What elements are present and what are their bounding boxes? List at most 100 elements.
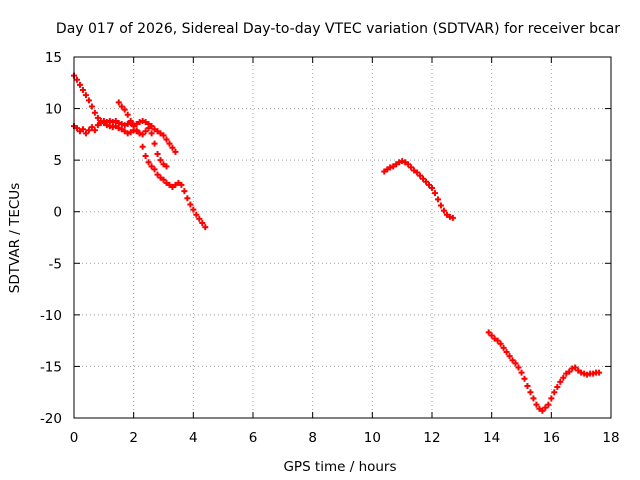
data-point-arc-1 (82, 92, 89, 99)
x-tick-label: 16 (543, 430, 560, 446)
data-point-arc-3 (121, 106, 128, 113)
data-point-arc-3 (154, 150, 161, 157)
data-point-arc-1 (178, 181, 185, 188)
data-point-arc-4 (426, 181, 433, 188)
data-point-arc-1 (193, 211, 200, 218)
data-point-arc-1 (142, 153, 149, 160)
data-point-arc-4 (423, 178, 430, 185)
data-point-arc-5 (545, 401, 552, 408)
data-point-arc-1 (94, 114, 101, 121)
y-tick-label: 10 (45, 102, 62, 118)
data-point-arc-5 (500, 344, 507, 351)
data-point-arc-5 (521, 375, 528, 382)
data-point-arc-2 (91, 127, 98, 134)
x-tick-label: 0 (70, 430, 79, 446)
data-point-arc-5 (560, 374, 567, 381)
data-point-arc-2 (73, 125, 80, 132)
data-point-arc-1 (190, 206, 197, 213)
data-point-arc-3 (130, 123, 137, 130)
y-tick-label: 0 (53, 205, 62, 221)
data-point-arc-5 (572, 364, 579, 371)
data-point-arc-5 (542, 404, 549, 411)
data-point-arc-3 (133, 127, 140, 134)
x-axis-label: GPS time / hours (283, 459, 396, 475)
data-point-arc-2 (166, 140, 173, 147)
x-tick-label: 6 (249, 430, 258, 446)
data-point-arc-1 (73, 76, 80, 83)
data-point-arc-2 (79, 126, 86, 133)
data-point-arc-1 (151, 166, 158, 173)
data-point-arc-5 (533, 401, 540, 408)
data-point-arc-3 (157, 157, 164, 164)
data-point-arc-4 (437, 202, 444, 209)
data-point-arc-4 (408, 164, 415, 171)
data-point-arc-5 (503, 348, 510, 355)
x-tick-label: 14 (483, 430, 500, 446)
data-point-arc-4 (405, 161, 412, 168)
data-point-arc-5 (530, 395, 537, 402)
data-point-arc-4 (417, 172, 424, 179)
x-tick-label: 12 (423, 430, 440, 446)
data-point-arc-5 (512, 360, 519, 367)
data-point-arc-3 (145, 125, 152, 132)
data-point-arc-5 (548, 395, 555, 402)
data-point-arc-1 (91, 109, 98, 116)
data-point-arc-5 (488, 332, 495, 339)
data-point-arc-4 (429, 184, 435, 191)
data-point-arc-1 (181, 188, 188, 195)
data-point-arc-1 (187, 201, 194, 208)
data-point-arc-5 (485, 329, 492, 336)
data-point-arc-4 (431, 190, 438, 197)
chart-title: Day 017 of 2026, Sidereal Day-to-day VTE… (56, 21, 620, 37)
y-tick-label: -20 (40, 411, 62, 427)
y-tick-label: -10 (40, 308, 62, 324)
data-point-arc-3 (163, 163, 170, 170)
data-point-arc-1 (139, 143, 146, 150)
data-point-arc-3 (151, 140, 158, 147)
data-point-arc-3 (139, 131, 146, 138)
data-point-arc-1 (76, 81, 83, 88)
data-point-arc-2 (172, 148, 179, 155)
ticks: 0 2 4 6 8 10 12 14 16 18 15 10 5 0 -5 -10 -15 -20 (40, 50, 620, 446)
data-point-arc-5 (515, 364, 522, 371)
x-tick-label: 10 (364, 430, 381, 446)
data-point-arc-1 (85, 97, 92, 104)
data-point-arc-1 (199, 220, 206, 227)
data-point-arc-5 (497, 340, 504, 347)
data-point-arc-4 (420, 175, 427, 182)
data-point-arc-5 (509, 357, 516, 364)
data-point-arc-3 (124, 111, 131, 118)
data-point-arc-1 (160, 176, 167, 183)
data-point-arc-5 (527, 389, 534, 396)
data-point-arc-1 (88, 103, 95, 110)
x-tick-label: 18 (602, 430, 619, 446)
data-point-arc-5 (551, 389, 558, 396)
plot-frame (73, 56, 612, 419)
data-point-arc-2 (160, 132, 167, 139)
data-point-arc-5 (524, 383, 531, 390)
y-tick-label: -5 (49, 256, 62, 272)
data-point-arc-5 (518, 369, 525, 376)
data-points (71, 72, 603, 414)
data-point-arc-4 (449, 214, 456, 221)
data-point-arc-2 (85, 127, 92, 134)
data-point-arc-1 (202, 224, 209, 231)
y-tick-label: 5 (53, 153, 62, 169)
data-point-arc-4 (434, 196, 441, 203)
data-point-arc-3 (115, 99, 122, 106)
data-point-arc-2 (82, 130, 89, 137)
data-point-arc-5 (554, 384, 561, 391)
data-point-arc-1 (145, 159, 152, 166)
data-point-arc-3 (142, 128, 149, 135)
data-point-arc-5 (494, 337, 501, 344)
x-tick-label: 4 (189, 430, 198, 446)
data-point-arc-4 (414, 169, 421, 176)
data-point-arc-1 (196, 215, 203, 222)
data-point-arc-4 (440, 207, 447, 214)
data-point-arc-1 (79, 87, 86, 94)
grid (74, 57, 611, 418)
y-axis-label: SDTVAR / TECUs (7, 183, 23, 293)
data-point-arc-3 (127, 117, 134, 124)
data-point-arc-2 (88, 124, 95, 131)
